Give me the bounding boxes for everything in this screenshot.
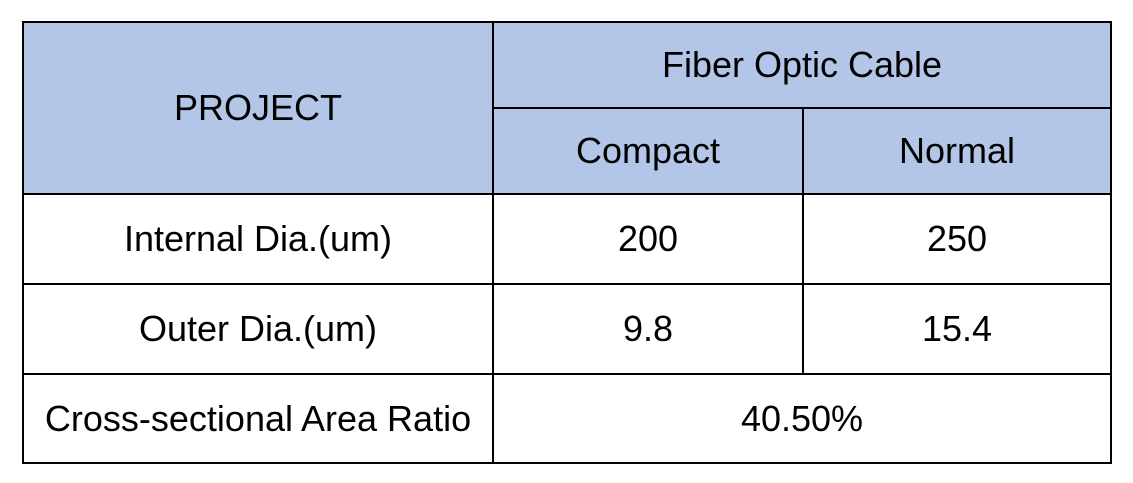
value-cell-outer-dia-normal: 15.4 bbox=[801, 283, 1113, 375]
row-label-internal-dia: Internal Dia.(um) bbox=[22, 193, 494, 285]
value-cell-area-ratio-merged: 40.50% bbox=[491, 373, 1113, 464]
header-row-group: PROJECT Fiber Optic Cable bbox=[22, 21, 1113, 195]
table-row-cross-sectional-area-ratio: Cross-sectional Area Ratio 40.50% bbox=[22, 373, 1113, 464]
table-row-internal-dia: Internal Dia.(um) 200 250 bbox=[22, 193, 1113, 285]
normal-column-header-cell: Normal bbox=[801, 107, 1113, 195]
fiber-optic-cable-group-header-cell: Fiber Optic Cable bbox=[491, 21, 1113, 109]
project-header-cell: PROJECT bbox=[22, 21, 494, 195]
compact-column-header-cell: Compact bbox=[492, 107, 804, 195]
value-cell-internal-dia-compact: 200 bbox=[492, 193, 804, 285]
value-cell-outer-dia-compact: 9.8 bbox=[492, 283, 804, 375]
value-cell-internal-dia-normal: 250 bbox=[801, 193, 1113, 285]
row-label-cross-sectional-area-ratio: Cross-sectional Area Ratio bbox=[22, 373, 494, 464]
row-label-outer-dia: Outer Dia.(um) bbox=[22, 283, 494, 375]
header-row-subcolumns: Compact Normal bbox=[23, 107, 1113, 195]
fiber-optic-spec-table: PROJECT Fiber Optic Cable Compact Normal… bbox=[22, 21, 1113, 464]
table-row-outer-dia: Outer Dia.(um) 9.8 15.4 bbox=[22, 283, 1113, 375]
